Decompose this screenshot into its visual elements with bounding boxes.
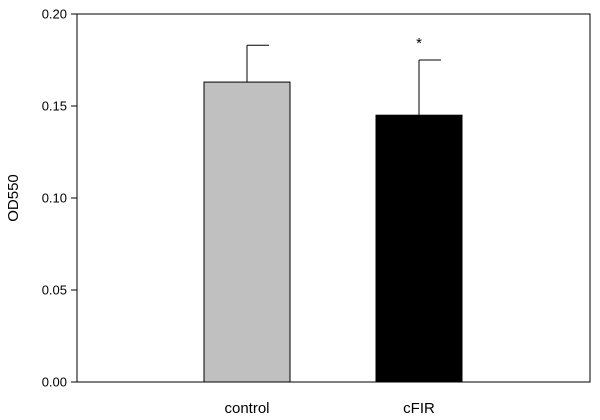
- x-tick-label-control: control: [224, 400, 269, 417]
- y-tick-label: 0.15: [42, 99, 67, 114]
- y-tick-label: 0.00: [42, 375, 67, 390]
- plot-frame: [76, 13, 591, 383]
- x-axis-labels: control cFIR: [224, 400, 435, 417]
- x-tick-label-cfir: cFIR: [403, 400, 435, 417]
- bars-group: *: [203, 35, 463, 383]
- y-tick-label: 0.10: [42, 191, 67, 206]
- y-axis-title: OD550: [5, 174, 22, 222]
- bar-control: [203, 81, 291, 383]
- y-tick-label: 0.20: [42, 7, 67, 22]
- bar-cfir: [375, 114, 463, 383]
- significance-marker: *: [416, 35, 422, 52]
- y-axis-ticks: 0.00 0.05 0.10 0.15 0.20: [42, 7, 77, 390]
- y-tick-label: 0.05: [42, 283, 67, 298]
